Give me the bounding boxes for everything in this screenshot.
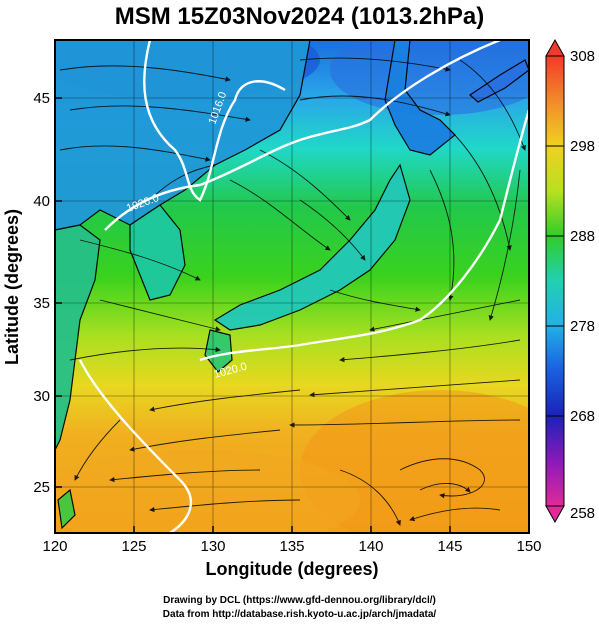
colorbar-tick-288: 288 xyxy=(570,228,595,245)
colorbar-tick-298: 298 xyxy=(570,138,595,155)
x-tick-150: 150 xyxy=(516,538,541,555)
y-tick-labels: 25 30 35 40 45 xyxy=(33,90,50,496)
x-tick-labels: 120 125 130 135 140 145 150 xyxy=(42,538,541,555)
map-title: MSM 15Z03Nov2024 (1013.2hPa) xyxy=(114,3,485,30)
isobar-1020-north xyxy=(104,40,501,231)
y-tick-40: 40 xyxy=(33,193,50,210)
y-tick-35: 35 xyxy=(33,295,50,312)
y-tick-30: 30 xyxy=(33,388,50,405)
lat-lon-grid xyxy=(55,40,529,533)
x-tick-135: 135 xyxy=(279,538,304,555)
colorbar-bottom-arrow xyxy=(545,505,565,524)
y-tick-45: 45 xyxy=(33,90,50,107)
colorbar-tick-308: 308 xyxy=(570,48,595,65)
isobar-1016 xyxy=(143,40,286,202)
x-tick-140: 140 xyxy=(358,538,383,555)
isobar-1020-south xyxy=(199,109,529,362)
x-axis-label: Longitude (degrees) xyxy=(205,559,378,579)
isobars xyxy=(78,40,529,533)
wind-streamlines xyxy=(59,57,526,526)
x-tick-120: 120 xyxy=(42,538,67,555)
axis-ticks xyxy=(54,97,530,533)
y-axis-label: Latitude (degrees) xyxy=(2,209,22,365)
colorbar-tick-268: 268 xyxy=(570,408,595,425)
x-tick-125: 125 xyxy=(121,538,146,555)
isobar-1024 xyxy=(78,359,192,533)
credit-data: Data from http://database.rish.kyoto-u.a… xyxy=(162,609,437,620)
colorbar-tick-278: 278 xyxy=(570,318,595,335)
x-tick-130: 130 xyxy=(200,538,225,555)
colorbar: 308 298 288 278 268 258 xyxy=(545,38,595,524)
land-masses xyxy=(55,40,529,530)
credits: Drawing by DCL (https://www.gfd-dennou.o… xyxy=(0,594,599,622)
x-tick-145: 145 xyxy=(437,538,462,555)
credit-drawing: Drawing by DCL (https://www.gfd-dennou.o… xyxy=(163,595,436,606)
colorbar-tick-258: 258 xyxy=(570,505,595,522)
colorbar-top-arrow xyxy=(545,38,565,57)
y-tick-25: 25 xyxy=(33,479,50,496)
